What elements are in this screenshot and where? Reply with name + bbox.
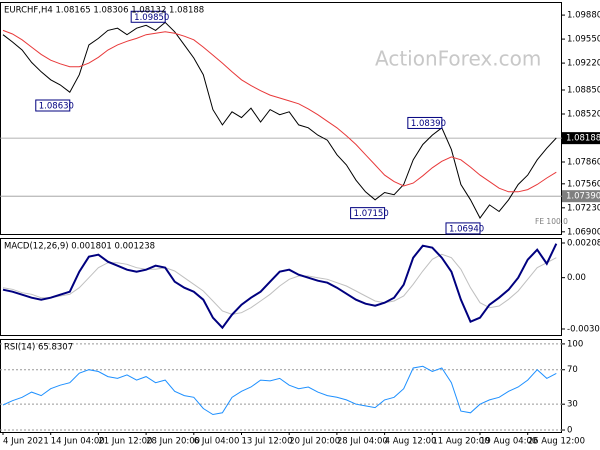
x-tick-label: 26 Aug 12:00 xyxy=(528,437,585,447)
price-box-label: 1.07390 xyxy=(566,192,600,202)
x-tick-label: 28 Jun 20:00 xyxy=(146,437,200,447)
annotation-label: 1.07150 xyxy=(354,209,389,219)
x-tick-label: 14 Jun 04:00 xyxy=(51,437,105,447)
series-line xyxy=(2,29,557,193)
y-tick-label: 100 xyxy=(567,339,583,349)
series-line xyxy=(2,253,557,315)
watermark: ActionForex.com xyxy=(375,47,541,71)
price-box xyxy=(562,132,600,145)
price-box xyxy=(562,190,600,203)
series-line xyxy=(2,365,557,416)
y-tick-label: 0 xyxy=(567,426,572,436)
annotation-label: 1.06940 xyxy=(449,224,484,234)
x-tick-label: 6 Jul 04:00 xyxy=(194,437,240,447)
y-tick-label: -0.003079 xyxy=(567,324,600,334)
y-tick-label: 1.08520 xyxy=(567,110,600,120)
annotation-label: 1.08630 xyxy=(39,102,74,112)
y-tick-label: 1.07860 xyxy=(567,158,600,168)
series-line xyxy=(2,21,557,219)
panel-title: RSI(14) 65.8307 xyxy=(4,343,73,353)
x-tick-label: 4 Jun 2021 xyxy=(3,437,49,447)
panel-frame xyxy=(0,2,562,235)
panel-frame xyxy=(0,238,562,336)
y-tick-label: 1.09550 xyxy=(567,35,600,45)
price-box-label: 1.08188 xyxy=(566,134,600,144)
annotation-box xyxy=(445,222,481,235)
note: FE 100.0 xyxy=(535,217,568,226)
x-tick-label: 19 Aug 04:00 xyxy=(480,437,537,447)
annotation-box xyxy=(35,99,71,112)
x-tick-label: 11 Aug 20:00 xyxy=(432,437,489,447)
series-line xyxy=(2,243,558,330)
x-tick-label: 13 Jul 12:00 xyxy=(242,437,293,447)
y-tick-label: 1.07230 xyxy=(567,203,600,213)
panel-title: MACD(12,26,9) 0.001801 0.001238 xyxy=(4,242,155,252)
x-tick-label: 20 Jul 20:00 xyxy=(289,437,340,447)
y-tick-label: 0.002081 xyxy=(567,238,600,248)
annotation-box xyxy=(130,10,166,23)
x-tick-label: 21 Jun 12:00 xyxy=(98,437,152,447)
annotation-box xyxy=(350,207,386,220)
x-tick-label: 28 Jul 04:00 xyxy=(337,437,388,447)
x-tick-label: 4 Aug 12:00 xyxy=(385,437,437,447)
y-tick-label: 1.09220 xyxy=(567,59,600,69)
y-tick-label: 30 xyxy=(567,400,578,410)
annotation-label: 1.08390 xyxy=(411,119,446,129)
y-tick-label: 70 xyxy=(567,365,578,375)
panel-title: EURCHF,H4 1.08165 1.08306 1.08132 1.0818… xyxy=(4,6,204,16)
panel-frame xyxy=(0,339,562,433)
y-tick-label: 0.00 xyxy=(567,273,586,283)
y-tick-label: 1.09880 xyxy=(567,11,600,21)
annotation-label: 1.09850 xyxy=(134,13,169,23)
y-tick-label: 1.07560 xyxy=(567,179,600,189)
y-tick-label: 1.06900 xyxy=(567,227,600,237)
y-tick-label: 1.08850 xyxy=(567,86,600,96)
annotation-box xyxy=(407,116,443,129)
